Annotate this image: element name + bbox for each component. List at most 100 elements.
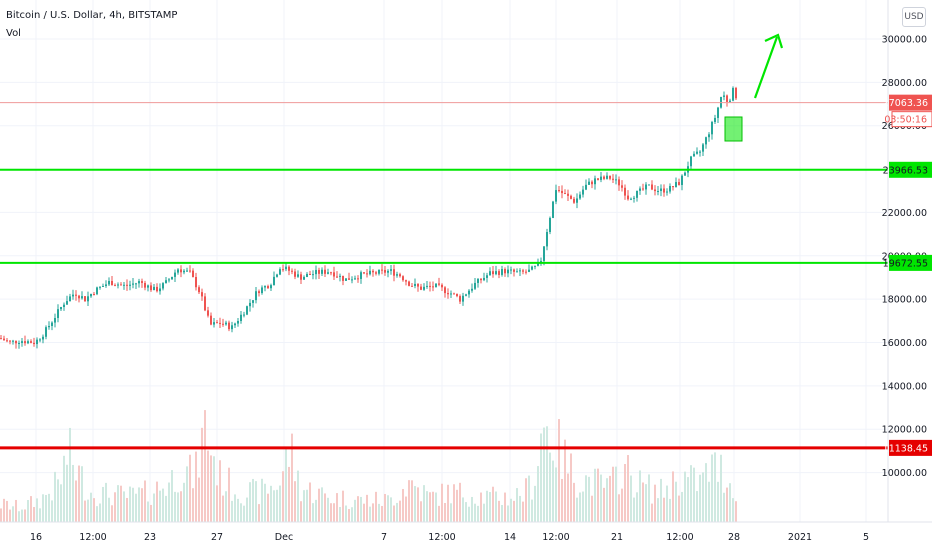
candle-body [75, 294, 77, 296]
volume-bar [126, 497, 128, 522]
volume-bar [312, 503, 314, 522]
x-tick-label: 27 [211, 532, 223, 543]
candle-body [483, 277, 485, 281]
candle-body [186, 270, 188, 272]
volume-bar [402, 488, 404, 522]
candle-body [228, 322, 230, 330]
candle-body [726, 95, 728, 102]
candle-body [363, 272, 365, 274]
candle-body [348, 278, 350, 280]
candle-body [474, 282, 476, 289]
candle-body [582, 189, 584, 195]
horizontal-levels[interactable] [0, 168, 932, 450]
candle-body [567, 193, 569, 196]
time-axis[interactable]: 16 12:00 23 27 Dec 7 12:00 14 12:00 21 12:00 28 2021… [0, 521, 932, 550]
volume-bar [24, 509, 26, 522]
candle-body [438, 283, 440, 285]
volume-bar [654, 484, 656, 522]
candle-body [396, 274, 398, 276]
candle-body [603, 176, 605, 179]
candle-body [171, 276, 173, 280]
volume-bar [18, 511, 20, 522]
candle-body [153, 286, 155, 291]
candle-body [432, 286, 434, 288]
candle-body [102, 285, 104, 287]
y-tick-label: 16000.00 [882, 338, 927, 349]
volume-bar [189, 454, 191, 522]
candle-body [414, 283, 416, 286]
volume-bar [591, 495, 593, 522]
candle-body [564, 193, 566, 195]
volume-bar [546, 426, 548, 522]
volume-bar [510, 498, 512, 522]
candle-body [627, 195, 629, 200]
candle-body [180, 269, 182, 273]
current-price-box [889, 94, 932, 111]
volume-bar [672, 471, 674, 522]
candle-body [120, 284, 122, 286]
candle-body [408, 281, 410, 286]
volume-bar [105, 482, 107, 522]
volume-bar [651, 503, 653, 522]
candle-body [636, 190, 638, 198]
candle-body [267, 286, 269, 289]
volume-bar [153, 493, 155, 522]
candle-body [660, 188, 662, 192]
candle-body [537, 262, 539, 266]
volume-bar [198, 477, 200, 522]
candle-body [423, 286, 425, 290]
candle-body [111, 280, 113, 286]
volume-bar [273, 490, 275, 522]
volume-bar [228, 467, 230, 522]
price-axis[interactable]: 30000.0028000.0026000.0022000.0020000.00… [882, 0, 932, 550]
volume-bar [606, 478, 608, 522]
volume-bar [411, 480, 413, 522]
candle-body [504, 269, 506, 274]
level-label-box [889, 161, 932, 178]
volume-bar [96, 506, 98, 522]
volume-bar [261, 478, 263, 522]
volume-bar [579, 492, 581, 522]
candle-body [96, 287, 98, 295]
candle-body [156, 286, 158, 292]
volume-bar [270, 485, 272, 522]
volume-bar [486, 490, 488, 522]
candle-body [360, 272, 362, 279]
volume-bar [54, 471, 56, 522]
candle-body [48, 325, 50, 328]
volume-bar [576, 497, 578, 522]
volume-bar [36, 498, 38, 522]
volume-bar [216, 485, 218, 522]
volume-bar [327, 497, 329, 522]
currency-button[interactable]: USD [902, 7, 926, 27]
candle-body [570, 195, 572, 199]
candle-body [663, 188, 665, 193]
level-label: 23966.53 [883, 165, 928, 176]
candle-body [126, 284, 128, 286]
volume-bar [12, 506, 14, 522]
volume-bar [9, 509, 11, 522]
volume-bar [504, 492, 506, 522]
candle-body [498, 271, 500, 275]
candle-body [294, 271, 296, 277]
volume-bar [57, 479, 59, 522]
candle-body [597, 178, 599, 180]
volume-bar [174, 491, 176, 522]
candle-body [621, 185, 623, 188]
candle-body [447, 293, 449, 295]
candle-body [519, 270, 521, 272]
candle-body [525, 271, 527, 273]
volume-bar [120, 485, 122, 522]
volume-bar [570, 453, 572, 522]
volume-bar [489, 492, 491, 522]
candle-body [402, 276, 404, 281]
volume-bar [243, 505, 245, 522]
volume-bar [315, 499, 317, 522]
current-price-label: 27063.36 [883, 98, 928, 109]
candle-body [288, 266, 290, 271]
candle-body [222, 323, 224, 325]
candle-body [696, 151, 698, 154]
candle-body [546, 232, 548, 247]
candle-body [231, 325, 233, 330]
